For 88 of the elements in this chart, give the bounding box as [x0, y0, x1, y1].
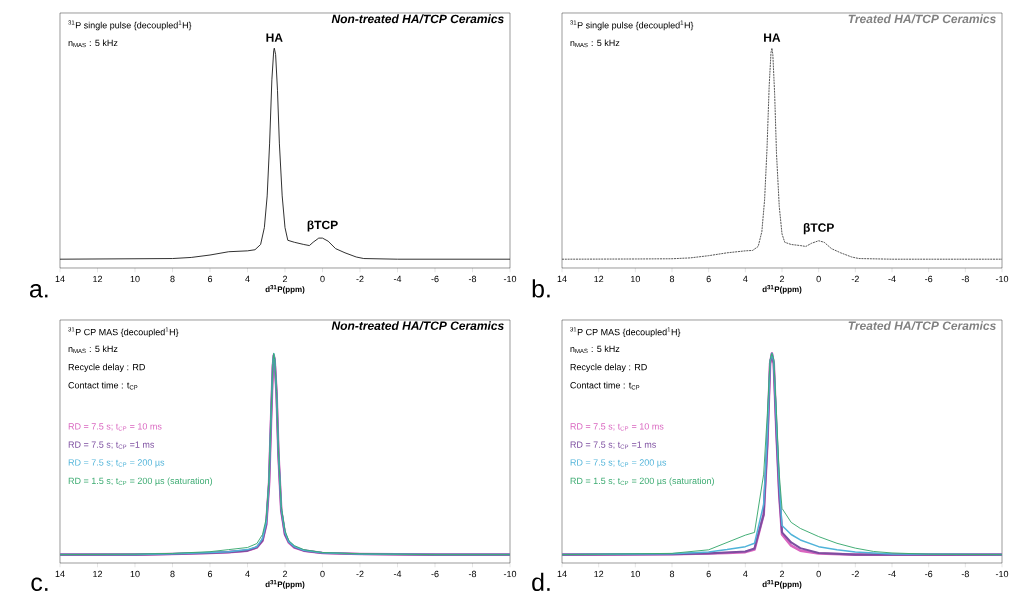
- x-tick-label: -6: [925, 570, 933, 578]
- x-axis-title: d$^{31}$P(ppm): [265, 580, 305, 589]
- x-tick-label: -2: [851, 275, 859, 283]
- x-tick-label: -6: [431, 570, 439, 578]
- annotation: βTCP: [803, 223, 834, 235]
- x-tick-label: 14: [55, 570, 65, 577]
- x-axis-title: d$^{31}$P(ppm): [762, 285, 802, 294]
- text: n$_{MAS}$ : 5 kHz: [570, 345, 620, 354]
- annotation: Contact time : t$_{CP}$: [68, 381, 138, 390]
- text: RD = 7.5 s; t$_{CP}$ = 200 µs: [68, 459, 165, 468]
- x-tick-label: 12: [93, 570, 103, 578]
- x-tick-label: 14: [557, 275, 567, 282]
- x-tick-label: -8: [468, 570, 477, 578]
- text: RD = 7.5 s; t$_{CP}$ = 200 µs: [570, 459, 667, 468]
- text: n$_{MAS}$ : 5 kHz: [68, 39, 118, 48]
- text: $^{31}$P single pulse {decoupled$^{1}$H}: [68, 20, 192, 31]
- x-tick-label: -8: [468, 275, 477, 283]
- x-tick-label: -4: [393, 275, 402, 282]
- text: c.: [31, 577, 48, 592]
- x-tick-label: 10: [631, 275, 640, 283]
- x-tick-label: -2: [356, 275, 364, 283]
- x-tick-label: 10: [130, 275, 140, 283]
- x-tick-label: -8: [961, 570, 969, 578]
- x-tick-label: 0: [816, 275, 821, 283]
- x-tick-label: 12: [594, 275, 604, 283]
- x-tick-label: -6: [925, 275, 933, 283]
- x-tick-label: -4: [393, 570, 402, 577]
- x-tick-label: 0: [320, 570, 325, 578]
- text: d.: [532, 572, 550, 592]
- x-tick-label: 0: [816, 570, 821, 578]
- x-tick-label: 12: [93, 275, 103, 283]
- x-tick-label: -4: [888, 275, 896, 282]
- x-tick-label: -10: [995, 570, 1009, 578]
- x-tick-label: -2: [851, 570, 859, 578]
- x-tick-label: 14: [55, 275, 65, 282]
- annotation: HA: [266, 33, 283, 42]
- annotation: Recycle delay : RD: [68, 363, 145, 373]
- x-tick-label: -2: [356, 570, 364, 578]
- x-tick-label: -4: [888, 570, 896, 577]
- x-tick-label: 2: [282, 570, 288, 578]
- x-tick-label: -6: [431, 275, 439, 283]
- x-tick-label: 10: [631, 570, 640, 578]
- annotation: Contact time : t$_{CP}$: [570, 381, 640, 390]
- text: $^{31}$P CP MAS {decoupled$^{1}$H}: [570, 327, 681, 338]
- x-tick-label: 4: [743, 570, 748, 577]
- text: n$_{MAS}$ : 5 kHz: [68, 345, 118, 354]
- text: n$_{MAS}$ : 5 kHz: [570, 39, 620, 48]
- x-tick-label: 8: [170, 570, 175, 578]
- text: RD = 7.5 s; t$_{CP}$ =1 ms: [570, 441, 656, 449]
- x-tick-label: 4: [743, 275, 748, 282]
- text: $^{31}$P single pulse {decoupled$^{1}$H}: [570, 20, 694, 31]
- x-tick-label: 12: [594, 570, 604, 578]
- x-tick-label: 4: [245, 275, 250, 282]
- x-axis-title: d$^{31}$P(ppm): [265, 285, 305, 294]
- annotation: Recycle delay : RD: [570, 363, 647, 373]
- chart-title: Non-treated HA/TCP Ceramics: [331, 321, 504, 331]
- text: $^{31}$P CP MAS {decoupled$^{1}$H}: [68, 327, 179, 338]
- x-tick-label: 8: [170, 275, 175, 283]
- x-tick-label: 2: [282, 275, 288, 283]
- x-tick-label: 0: [320, 275, 325, 283]
- text: RD = 7.5 s; t$_{CP}$ =1 ms: [68, 441, 155, 449]
- x-axis-title: d$^{31}$P(ppm): [762, 580, 802, 589]
- x-tick-label: 2: [779, 275, 785, 283]
- x-tick-label: 8: [669, 570, 675, 578]
- x-tick-label: 6: [706, 275, 711, 283]
- text: RD = 7.5 s; t$_{CP}$ = 10 ms: [68, 423, 162, 431]
- x-tick-label: -10: [503, 570, 517, 578]
- text: RD = 7.5 s; t$_{CP}$ = 10 ms: [570, 423, 664, 431]
- text: RD = 1.5 s; t$_{CP}$ = 200 µs (saturation): [570, 477, 714, 486]
- x-tick-label: 6: [207, 275, 213, 283]
- x-tick-label: -10: [995, 275, 1009, 283]
- x-tick-label: 6: [706, 570, 711, 578]
- x-tick-label: 8: [669, 275, 675, 283]
- x-tick-label: 6: [207, 570, 213, 578]
- x-tick-label: 4: [245, 570, 250, 577]
- x-tick-label: 2: [779, 570, 785, 578]
- chart-title: Treated HA/TCP Ceramics: [848, 321, 996, 331]
- chart-title: Treated HA/TCP Ceramics: [848, 14, 996, 24]
- annotation: HA: [764, 33, 781, 42]
- text: a.: [30, 283, 48, 298]
- x-tick-label: -10: [503, 275, 517, 283]
- x-tick-label: -8: [961, 275, 969, 283]
- x-tick-label: 10: [130, 570, 140, 578]
- chart-title: Non-treated HA/TCP Ceramics: [331, 14, 504, 24]
- annotation: βTCP: [307, 220, 338, 232]
- text: b.: [532, 279, 550, 298]
- text: RD = 1.5 s; t$_{CP}$ = 200 µs (saturation): [68, 477, 213, 486]
- x-tick-label: 14: [557, 570, 567, 577]
